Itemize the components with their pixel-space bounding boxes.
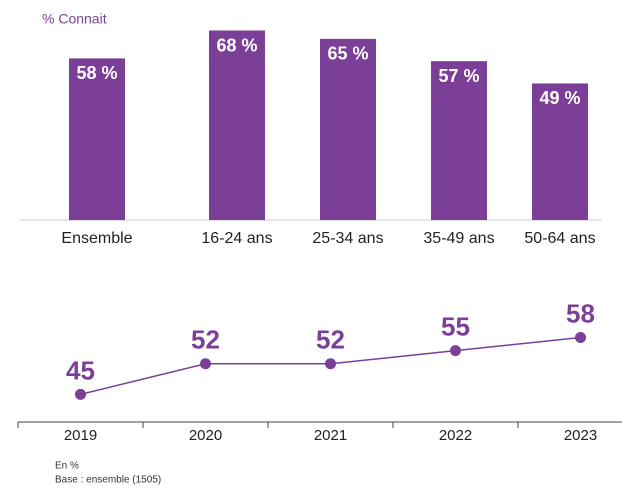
- point: [75, 388, 86, 400]
- x-tick-label: 2023: [564, 427, 597, 444]
- chart-title: % Connait: [42, 11, 107, 27]
- point: [200, 358, 211, 370]
- footnote: En %: [55, 461, 79, 472]
- x-tick-label: 16-24 ans: [201, 230, 272, 247]
- x-tick-label: 50-64 ans: [524, 230, 595, 247]
- data-label: 57 %: [438, 66, 479, 86]
- x-tick-label: 35-49 ans: [423, 230, 494, 247]
- x-tick-label: 2021: [314, 427, 347, 444]
- bar: [209, 30, 265, 220]
- data-label: 52: [316, 325, 345, 355]
- footnote: Base : ensemble (1505): [55, 475, 161, 486]
- data-label: 68 %: [216, 35, 257, 55]
- data-label: 58 %: [76, 63, 117, 83]
- point: [450, 345, 461, 357]
- data-label: 55: [441, 312, 470, 342]
- data-label: 52: [191, 325, 220, 355]
- data-label: 49 %: [539, 88, 580, 108]
- x-tick-label: 25-34 ans: [312, 230, 383, 247]
- bar: [69, 58, 125, 220]
- x-tick-label: 2020: [189, 427, 222, 444]
- x-tick-label: 2022: [439, 427, 472, 444]
- data-label: 45: [66, 355, 95, 385]
- x-tick-label: Ensemble: [61, 230, 132, 247]
- point: [575, 332, 586, 343]
- point: [325, 358, 336, 370]
- bar: [431, 61, 487, 220]
- bar: [320, 38, 376, 220]
- data-label: 65 %: [327, 44, 368, 64]
- data-label: 58: [566, 298, 595, 328]
- x-tick-label: 2019: [64, 427, 97, 444]
- bar: [532, 83, 588, 220]
